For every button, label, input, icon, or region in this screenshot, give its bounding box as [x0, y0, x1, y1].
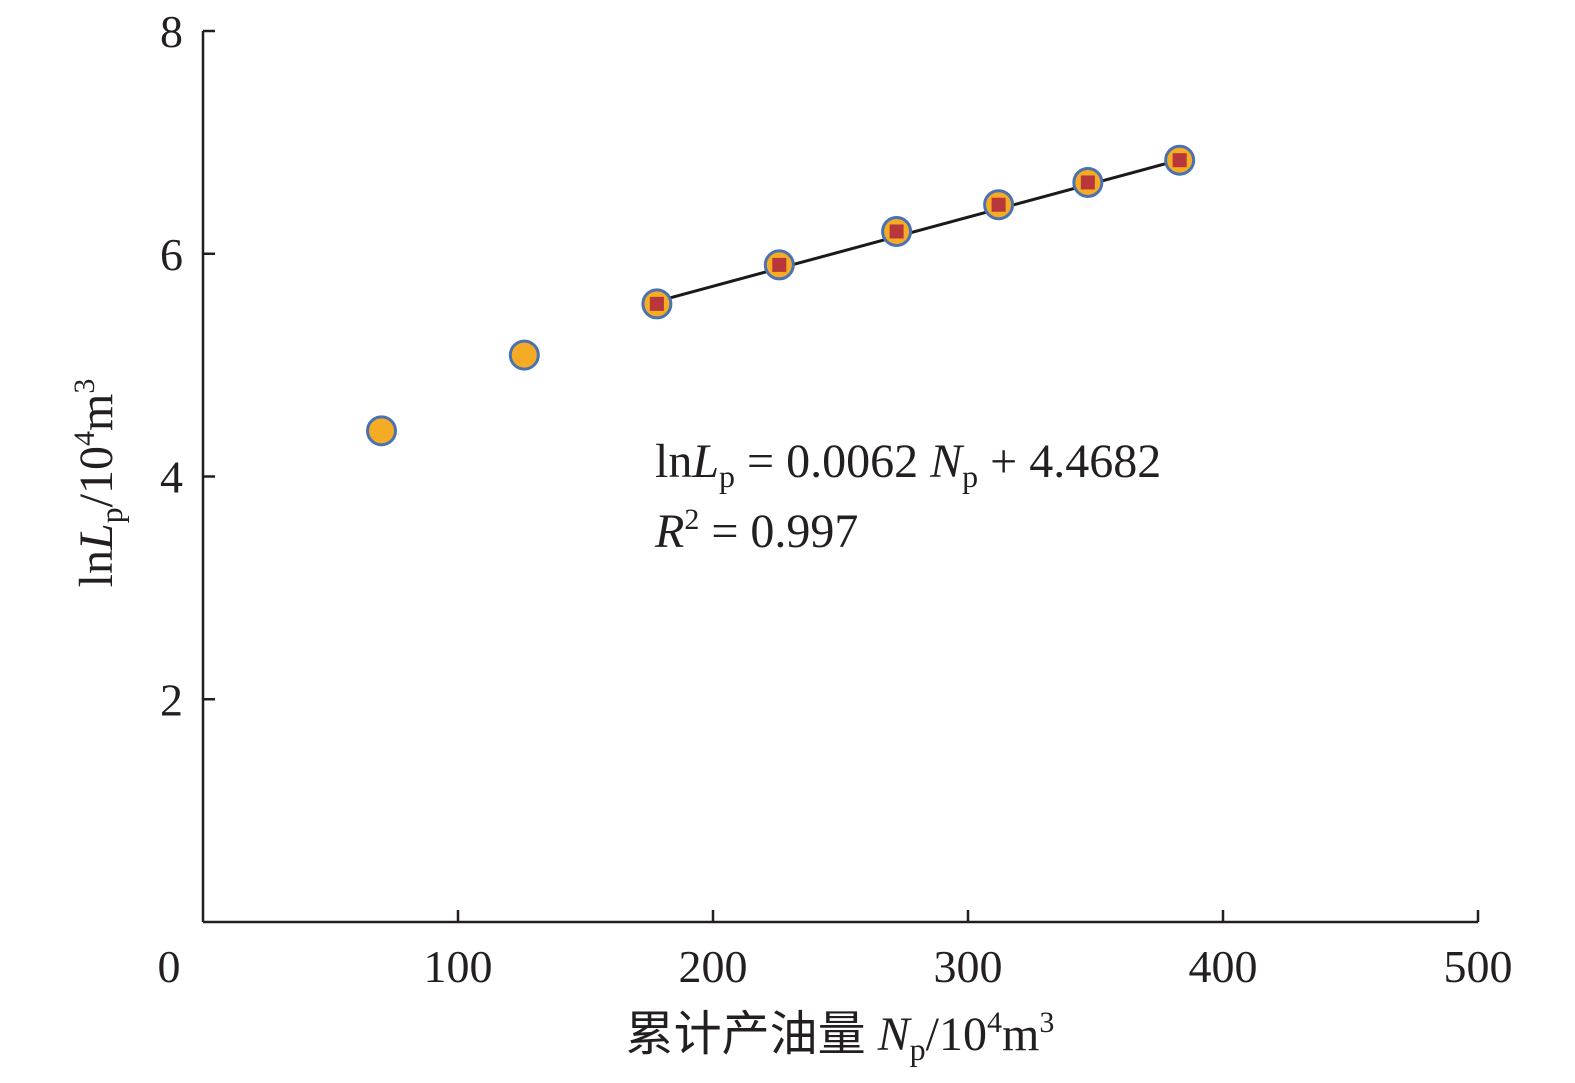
x-ticks: 0 100 200 300 400 500 [158, 910, 1513, 992]
r-squared: R2 = 0.997 [654, 503, 858, 558]
y-title-unit: /10 [70, 446, 123, 507]
x-tick-label: 400 [1189, 941, 1258, 992]
r2-sup: 2 [684, 503, 699, 536]
x-title-sup1: 4 [987, 1006, 1002, 1039]
data-point-square [991, 197, 1006, 212]
equation-sub-p2: p [962, 458, 978, 494]
data-point-square [889, 224, 904, 239]
y-axis-title: lnLp/104m3 [68, 379, 129, 588]
x-title-prefix: 累计产油量 [626, 1008, 878, 1061]
equation-mid: = 0.0062 [735, 435, 930, 488]
r2-value: = 0.997 [699, 505, 858, 558]
x-tick-label: 0 [158, 941, 181, 992]
data-point-square [772, 257, 787, 272]
x-title-sub: p [910, 1031, 926, 1067]
data-point-square [649, 296, 664, 311]
x-tick-label: 500 [1444, 941, 1513, 992]
data-point-square [1172, 153, 1187, 168]
x-axis-title: 累计产油量 Np/104m3 [626, 1006, 1055, 1067]
fit-equation: lnLp = 0.0062 Np + 4.4682 [655, 435, 1161, 494]
y-title-m: m [70, 394, 123, 431]
equation-suffix: + 4.4682 [978, 435, 1161, 488]
equation-sub-p: p [719, 458, 735, 494]
equation-var-n: N [929, 435, 965, 488]
y-tick-label: 2 [160, 674, 183, 725]
y-title-sup1: 4 [68, 431, 101, 446]
data-point-circle [508, 339, 540, 371]
equation-var-l: L [691, 435, 719, 488]
x-title-unit: /10 [926, 1008, 987, 1061]
equation-ln: ln [655, 435, 692, 488]
y-title-var: L [70, 523, 123, 551]
data-point-circle [366, 415, 397, 447]
r2-var: R [654, 505, 684, 558]
y-title-sup2: 3 [68, 379, 101, 394]
y-tick-label: 4 [160, 452, 183, 503]
y-ticks: 2 4 6 8 [160, 6, 215, 725]
x-title-m: m [1002, 1008, 1039, 1061]
x-tick-label: 200 [679, 941, 748, 992]
y-title-sub: p [93, 507, 129, 523]
y-title-prefix: ln [70, 550, 123, 587]
x-title-var: N [877, 1008, 913, 1061]
data-point-square [1080, 175, 1095, 190]
data-points [366, 144, 1196, 447]
y-tick-label: 6 [160, 229, 183, 280]
x-tick-label: 100 [424, 941, 493, 992]
x-title-sup2: 3 [1039, 1006, 1054, 1039]
x-tick-label: 300 [934, 941, 1003, 992]
y-tick-label: 8 [160, 6, 183, 57]
